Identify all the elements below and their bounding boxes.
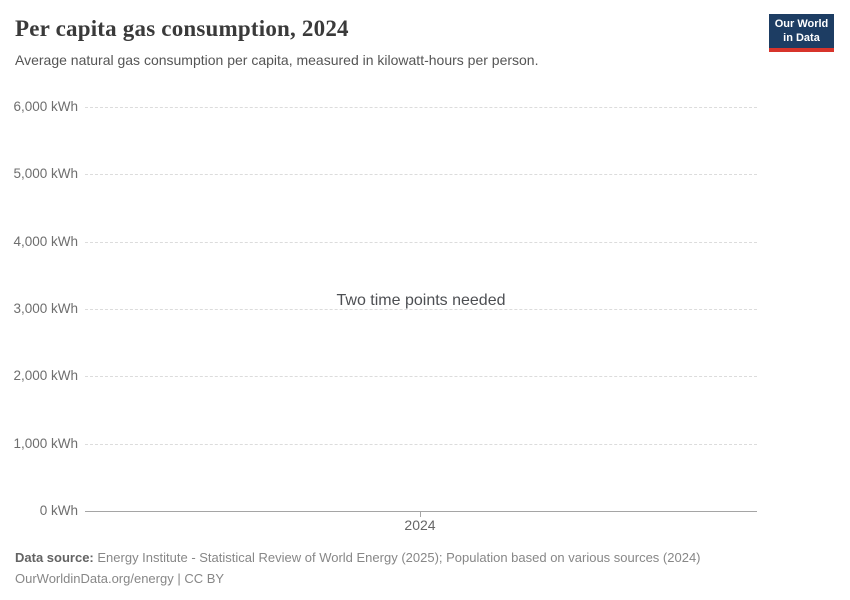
gridline [85,309,757,310]
owid-logo-line1: Our World [774,18,829,30]
gridline [85,242,757,243]
owid-url-link[interactable]: OurWorldinData.org/energy [15,570,174,586]
footer-divider: | [177,570,181,586]
y-axis-tick-label: 6,000 kWh [13,99,78,114]
data-source-line: Data source: Energy Institute - Statisti… [15,548,701,569]
y-axis-tick-label: 1,000 kWh [13,436,78,451]
y-axis-tick-label: 3,000 kWh [13,301,78,316]
x-axis-line [85,511,757,512]
gridline [85,444,757,445]
license-line: OurWorldinData.org/energy | CC BY [15,569,701,590]
gridline [85,174,757,175]
y-axis-tick-label: 2,000 kWh [13,368,78,383]
y-axis-tick-label: 4,000 kWh [13,234,78,249]
cc-by-link[interactable]: CC BY [184,570,225,586]
chart-footer: Data source: Energy Institute - Statisti… [15,548,701,589]
gridline [85,376,757,377]
y-axis-tick-label: 0 kWh [39,503,78,518]
gridline [85,107,757,108]
data-source-label: Data source: [15,550,94,565]
x-axis-tick-label: 2024 [404,517,436,533]
y-axis-tick-label: 5,000 kWh [13,166,78,181]
owid-logo[interactable]: Our World in Data [769,14,834,52]
chart-subtitle: Average natural gas consumption per capi… [15,52,539,68]
owid-logo-line2: in Data [783,32,820,44]
data-source-text: Energy Institute - Statistical Review of… [97,550,701,565]
x-axis-tick-mark [420,511,421,517]
page-title: Per capita gas consumption, 2024 [15,16,349,41]
empty-state-message: Two time points needed [336,292,506,309]
